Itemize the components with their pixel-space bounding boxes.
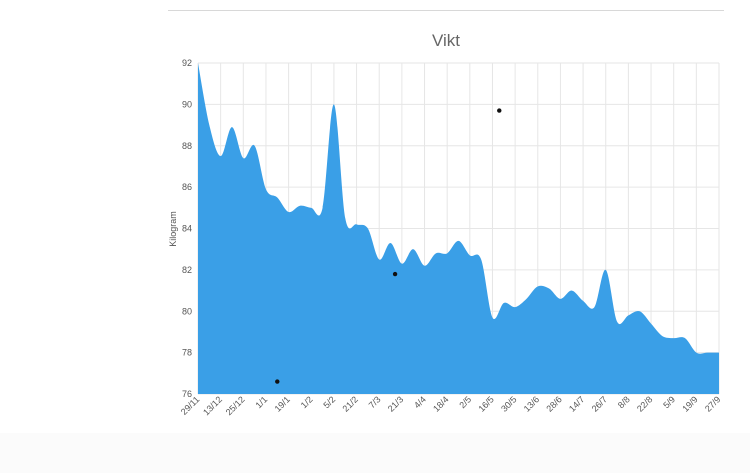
scatter-points	[275, 108, 502, 384]
y-tick-label: 78	[182, 348, 192, 358]
x-tick-label: 8/8	[616, 394, 632, 410]
x-tick-label: 28/6	[544, 394, 563, 413]
x-tick-label: 21/3	[386, 394, 405, 413]
x-tick-label: 1/2	[299, 394, 315, 410]
x-tick-label: 18/4	[431, 394, 450, 413]
x-tick-label: 1/1	[253, 394, 269, 410]
top-divider	[168, 10, 724, 11]
x-tick-label: 26/7	[590, 394, 609, 413]
x-tick-label: 30/5	[499, 394, 518, 413]
chart-title: Vikt	[431, 31, 461, 50]
bottom-footer-strip	[0, 433, 750, 473]
data-point	[392, 271, 398, 277]
x-tick-label: 21/2	[341, 394, 360, 413]
x-tick-label: 13/6	[522, 394, 541, 413]
y-tick-label: 84	[182, 224, 192, 234]
y-axis-label: Kilogram	[168, 211, 178, 247]
x-tick-label: 27/9	[703, 394, 722, 413]
y-tick-label: 90	[182, 99, 192, 109]
x-tick-label: 25/12	[224, 394, 247, 417]
data-point	[497, 108, 502, 113]
y-tick-label: 82	[182, 265, 192, 275]
x-tick-label: 4/4	[412, 394, 428, 410]
y-tick-label: 88	[182, 141, 192, 151]
y-tick-label: 76	[182, 389, 192, 399]
x-tick-label: 5/2	[321, 394, 337, 410]
x-tick-label: 13/12	[201, 394, 224, 417]
x-tick-label: 19/9	[680, 394, 699, 413]
x-tick-label: 5/9	[661, 394, 677, 410]
x-tick-label: 16/5	[476, 394, 495, 413]
y-tick-label: 80	[182, 306, 192, 316]
x-tick-label: 2/5	[457, 394, 473, 410]
x-tick-label: 7/3	[367, 394, 383, 410]
x-tick-label: 14/7	[567, 394, 586, 413]
x-axis-ticks: 29/11 13/12 25/12 1/1 19/1 1/2 5/2 21/2 7/3 21/3 4…	[179, 394, 723, 417]
y-tick-label: 92	[182, 58, 192, 68]
x-tick-label: 19/1	[273, 394, 292, 413]
y-axis-ticks: 76 78 80 82 84 86 88 90 92	[182, 58, 192, 399]
y-tick-label: 86	[182, 182, 192, 192]
x-tick-label: 22/8	[635, 394, 654, 413]
data-point	[275, 379, 280, 384]
weight-area-series	[198, 63, 719, 394]
